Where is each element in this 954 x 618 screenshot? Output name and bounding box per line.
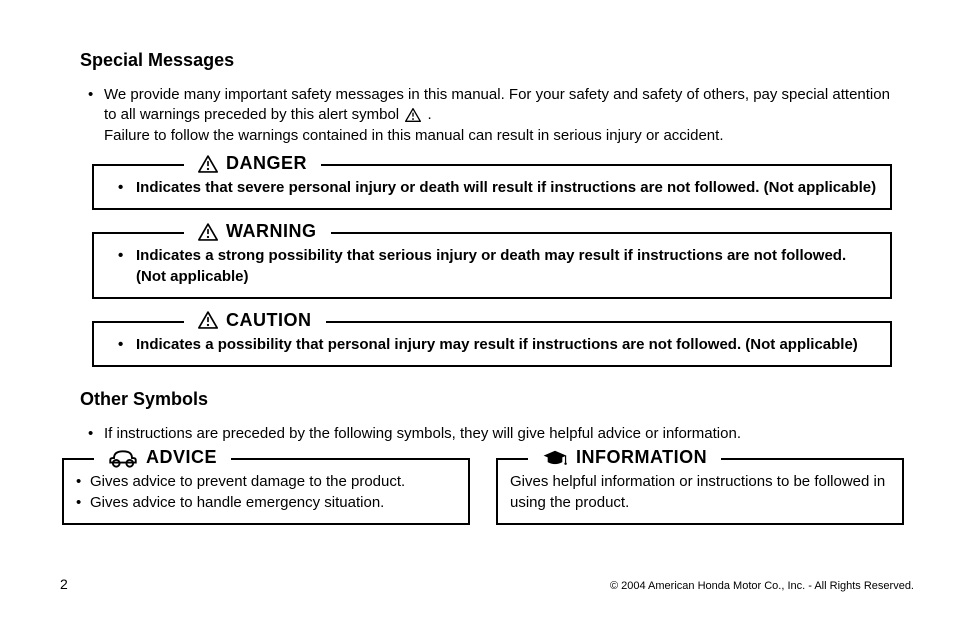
advice-text-2: Gives advice to handle emergency situati… (90, 493, 384, 513)
information-box: INFORMATION Gives helpful information or… (496, 458, 904, 525)
caution-bullet: • Indicates a possibility that personal … (104, 335, 880, 355)
caution-legend: CAUTION (184, 310, 326, 331)
advice-bullet-2: • Gives advice to handle emergency situa… (76, 493, 456, 513)
danger-bullet: • Indicates that severe personal injury … (104, 178, 880, 198)
intro-line1b: . (427, 106, 431, 123)
alert-icon (198, 223, 218, 241)
other-intro-text: If instructions are preceded by the foll… (104, 424, 741, 444)
danger-label: DANGER (226, 153, 307, 174)
advice-label: ADVICE (146, 447, 217, 468)
information-legend: INFORMATION (528, 447, 721, 468)
bullet-dot: • (88, 424, 104, 444)
other-intro-bullet: • If instructions are preceded by the fo… (80, 424, 904, 444)
graduation-cap-icon (542, 449, 568, 467)
bullet-dot: • (88, 85, 104, 146)
advice-text-1: Gives advice to prevent damage to the pr… (90, 472, 405, 492)
danger-box: DANGER • Indicates that severe personal … (92, 164, 892, 210)
caution-text: Indicates a possibility that personal in… (136, 335, 858, 355)
two-column-boxes: ADVICE • Gives advice to prevent damage … (80, 458, 904, 525)
caution-box: CAUTION • Indicates a possibility that p… (92, 321, 892, 367)
warning-text: Indicates a strong possibility that seri… (136, 246, 880, 287)
warning-label: WARNING (226, 221, 317, 242)
danger-text: Indicates that severe personal injury or… (136, 178, 876, 198)
copyright-text: © 2004 American Honda Motor Co., Inc. - … (610, 580, 914, 592)
alert-icon (198, 155, 218, 173)
intro-line2: Failure to follow the warnings contained… (104, 127, 723, 144)
section-title-special-messages: Special Messages (80, 50, 904, 71)
section-title-other-symbols: Other Symbols (80, 389, 904, 410)
intro-text: We provide many important safety message… (104, 85, 904, 146)
bullet-dot: • (118, 178, 136, 198)
page-footer: 2 © 2004 American Honda Motor Co., Inc. … (60, 576, 914, 592)
advice-legend: ADVICE (94, 447, 231, 468)
danger-legend: DANGER (184, 153, 321, 174)
document-page: Special Messages • We provide many impor… (0, 0, 954, 618)
advice-bullet-1: • Gives advice to prevent damage to the … (76, 472, 456, 492)
alert-icon (405, 108, 421, 122)
intro-bullet: • We provide many important safety messa… (80, 85, 904, 146)
intro-line1a: We provide many important safety message… (104, 86, 890, 123)
advice-box: ADVICE • Gives advice to prevent damage … (62, 458, 470, 525)
bullet-dot: • (118, 335, 136, 355)
bullet-dot: • (118, 246, 136, 287)
caution-label: CAUTION (226, 310, 312, 331)
warning-bullet: • Indicates a strong possibility that se… (104, 246, 880, 287)
warning-box: WARNING • Indicates a strong possibility… (92, 232, 892, 299)
car-icon (108, 448, 138, 468)
information-text: Gives helpful information or instruction… (510, 472, 890, 513)
information-label: INFORMATION (576, 447, 707, 468)
page-number: 2 (60, 576, 68, 592)
bullet-dot: • (76, 493, 90, 513)
bullet-dot: • (76, 472, 90, 492)
alert-icon (198, 311, 218, 329)
warning-legend: WARNING (184, 221, 331, 242)
information-text-row: Gives helpful information or instruction… (510, 472, 890, 513)
